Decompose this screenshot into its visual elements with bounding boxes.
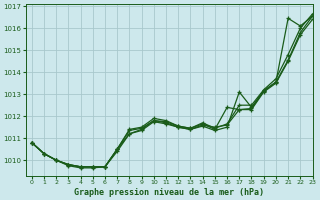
X-axis label: Graphe pression niveau de la mer (hPa): Graphe pression niveau de la mer (hPa) [74,188,264,197]
